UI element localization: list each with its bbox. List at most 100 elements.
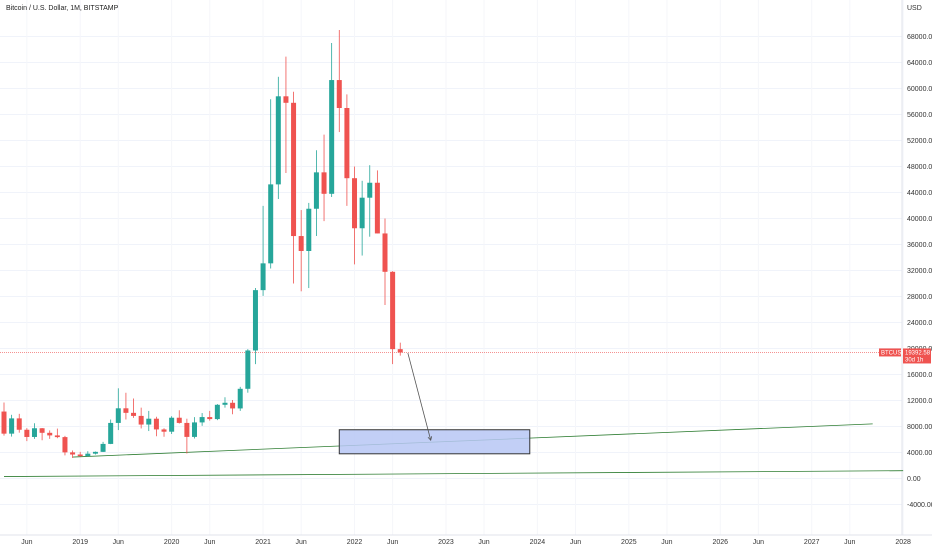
candle [115,388,121,431]
candle-body [214,404,220,420]
candle [344,94,350,206]
candle-body [1,411,7,434]
candle [62,435,68,456]
candle-body [169,417,175,432]
y-tick-label: 40000.00 [907,216,932,223]
candle-body [123,408,129,413]
x-tick-label: Jun [753,539,764,546]
candle [1,402,7,436]
candle-body [367,182,373,198]
candle-body [62,437,68,453]
candle [31,423,37,439]
grid [0,36,902,505]
projection-arrow-shaft [407,352,432,441]
x-tick-label: 2023 [438,539,454,546]
candle-body [108,422,114,444]
candle-body [260,263,266,291]
candle [321,134,327,222]
candle [39,428,45,441]
candle [397,342,403,356]
candle-body [336,80,342,108]
candle [245,349,251,393]
y-tick-label: 44000.00 [907,190,932,197]
candle-body [47,432,53,436]
candle-body [321,172,327,194]
candle [230,399,236,415]
candle [47,430,53,439]
candle [390,271,396,365]
x-tick-label: 2020 [164,539,180,546]
candle-body [275,96,281,185]
candle [108,419,114,445]
x-tick-label: 2021 [255,539,271,546]
candle [131,398,137,418]
candle-body [382,233,388,272]
candle [77,451,83,457]
target-zone-box[interactable] [338,429,531,455]
x-tick-label: Jun [387,539,398,546]
x-tick-label: 2019 [72,539,88,546]
candle [176,410,182,424]
candle [359,180,365,256]
candle [298,210,304,292]
candle [329,43,335,198]
projection-arrow-head [427,436,433,441]
candle-body [184,422,190,437]
y-tick-label: 0.00 [907,476,921,483]
x-tick-labels: Jun 2019 Jun 2020 Jun 2021 Jun 2022 Jun 2023 Jun 20… [21,539,911,546]
candle [207,410,213,421]
candle [9,414,15,437]
y-tick-label: 24000.00 [907,320,932,327]
candle [252,288,258,365]
candle-body [222,402,228,405]
candle [214,404,220,421]
candles [1,30,403,459]
candle-body [138,415,144,425]
candle-body [329,80,335,194]
y-tick-label: 56000.00 [907,112,932,119]
x-tick-label: Jun [21,539,32,546]
candle [283,56,289,173]
price-badge-symbol-bg [879,348,901,357]
candle-body [39,428,45,433]
candle [153,416,159,437]
x-tick-label: Jun [296,539,307,546]
x-tick-label: 2024 [530,539,546,546]
candle-body [16,418,22,430]
candle-body [77,454,83,457]
candle-body [153,418,159,430]
candle-body [115,408,121,423]
candle-body [100,443,106,452]
y-tick-label: 28000.00 [907,294,932,301]
price-axis-unit: USD [907,5,922,12]
candle [169,416,175,434]
candle-body [306,208,312,251]
x-tick-label: Jun [570,539,581,546]
candle [336,30,342,133]
candle [367,165,373,237]
y-tick-label: 32000.00 [907,268,932,275]
candle-body [352,178,358,229]
candle-body [24,429,30,437]
y-tick-label: 60000.00 [907,86,932,93]
price-badge-countdown: 30d 1h [905,357,923,363]
candle [70,450,76,459]
x-tick-label: Jun [661,539,672,546]
y-tick-label: 36000.00 [907,242,932,249]
candle [138,407,144,429]
candle [16,413,22,433]
candle [237,386,243,411]
candle-body [252,290,258,351]
candle [92,451,98,455]
candle-body [230,402,236,409]
x-tick-label: Jun [204,539,215,546]
candle-body [161,429,167,432]
projection-arrow[interactable] [407,352,433,441]
candle-body [313,172,319,209]
price-badge-value-bg [903,348,931,364]
candle [161,428,167,437]
candle [222,397,228,408]
candle [85,451,91,457]
candle-body [237,388,243,409]
